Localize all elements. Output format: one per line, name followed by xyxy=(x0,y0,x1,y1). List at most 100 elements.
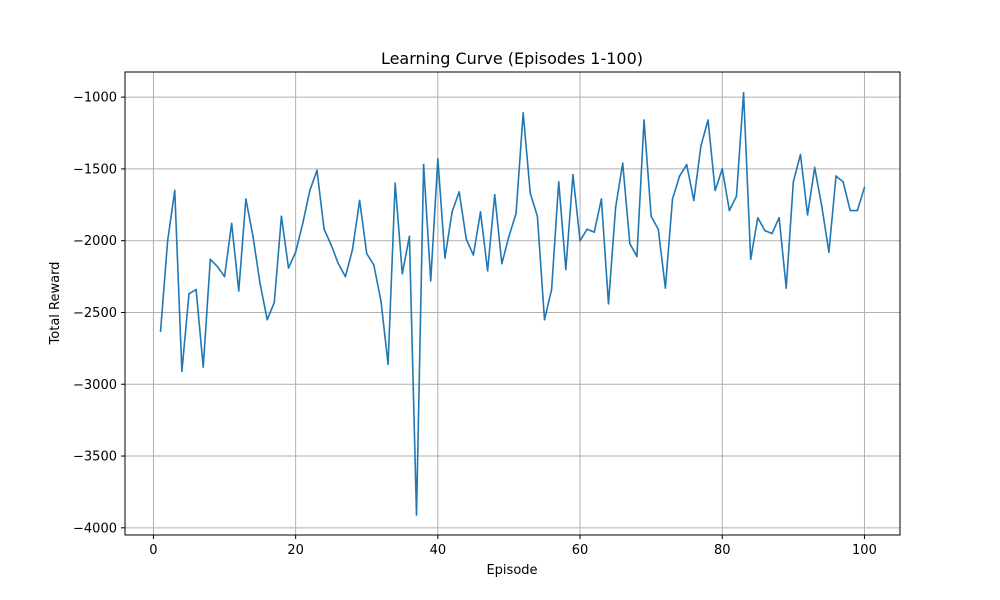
data-point xyxy=(337,262,340,265)
y-tick-label: −2000 xyxy=(73,234,117,249)
data-point xyxy=(785,287,788,289)
data-point xyxy=(714,189,716,192)
data-point xyxy=(721,168,724,170)
data-point xyxy=(799,153,802,156)
data-point xyxy=(664,287,667,289)
data-point xyxy=(195,288,197,291)
x-tick-label: 40 xyxy=(430,543,447,558)
data-point xyxy=(742,92,745,94)
y-tick-label: −1500 xyxy=(73,162,117,177)
data-point xyxy=(273,301,276,304)
x-tick-label: 100 xyxy=(852,543,877,558)
data-point xyxy=(316,169,318,172)
data-point xyxy=(586,228,588,230)
data-point xyxy=(707,119,709,121)
data-point xyxy=(408,235,411,238)
data-point xyxy=(572,173,574,176)
data-point xyxy=(849,209,852,212)
data-point xyxy=(280,215,283,218)
data-point xyxy=(415,514,418,516)
data-point xyxy=(579,239,581,242)
data-point xyxy=(422,163,425,166)
data-point xyxy=(749,258,752,261)
data-point xyxy=(806,214,809,216)
data-point xyxy=(465,238,468,241)
data-point xyxy=(358,199,361,202)
data-point xyxy=(543,318,546,321)
x-tick-label: 20 xyxy=(287,543,304,558)
y-tick-label: −3000 xyxy=(73,378,117,393)
data-point xyxy=(820,205,823,208)
data-point xyxy=(387,363,389,365)
data-point xyxy=(522,112,524,114)
data-point xyxy=(202,366,205,368)
data-point xyxy=(323,228,325,230)
data-point xyxy=(380,300,382,302)
data-point xyxy=(252,235,254,238)
y-tick-label: −1000 xyxy=(73,91,117,106)
data-point xyxy=(700,145,702,147)
data-point xyxy=(636,255,638,258)
data-point xyxy=(223,275,226,278)
data-point xyxy=(757,216,759,219)
data-point xyxy=(259,282,261,285)
data-point xyxy=(230,222,233,225)
data-point xyxy=(166,239,169,242)
data-point xyxy=(216,265,219,268)
x-axis: 0 20 40 60 80 100 xyxy=(149,535,877,558)
data-point xyxy=(764,229,766,232)
data-point xyxy=(813,166,816,169)
data-point xyxy=(159,330,162,332)
data-point xyxy=(863,186,866,189)
data-point xyxy=(330,244,332,246)
data-point xyxy=(515,212,517,215)
data-point xyxy=(401,272,404,275)
data-point xyxy=(771,232,773,235)
data-point xyxy=(301,222,304,225)
data-point xyxy=(678,175,681,177)
data-point xyxy=(565,268,567,271)
y-tick-label: −4000 xyxy=(73,521,117,536)
data-point xyxy=(266,318,269,321)
data-point xyxy=(451,211,453,213)
data-point xyxy=(657,228,660,230)
y-tick-label: −2500 xyxy=(73,306,117,321)
data-point xyxy=(614,206,617,209)
data-point xyxy=(650,215,652,218)
y-axis: −4000 −3500 −3000 −2500 −2000 −1500 −1000 xyxy=(73,91,125,536)
data-point xyxy=(600,198,603,200)
data-point xyxy=(643,119,645,121)
data-point xyxy=(365,252,368,255)
data-point xyxy=(828,251,830,253)
x-axis-label: Episode xyxy=(486,563,537,578)
data-point xyxy=(245,198,247,200)
plot-area xyxy=(159,92,866,516)
x-tick-label: 60 xyxy=(572,543,589,558)
data-point xyxy=(394,182,396,185)
data-point xyxy=(287,267,290,269)
data-point xyxy=(835,175,837,177)
data-point xyxy=(735,195,738,197)
data-point xyxy=(479,211,482,213)
data-point xyxy=(593,231,596,233)
data-point xyxy=(501,262,503,265)
data-point xyxy=(472,254,475,256)
data-point xyxy=(294,251,297,253)
data-point xyxy=(536,215,539,218)
data-point xyxy=(486,270,489,272)
data-point xyxy=(550,288,553,291)
data-point xyxy=(621,162,624,164)
data-point xyxy=(607,303,610,305)
y-tick-label: −3500 xyxy=(73,450,117,465)
data-point xyxy=(351,248,354,251)
data-point xyxy=(188,293,190,295)
data-point xyxy=(778,216,780,219)
data-point xyxy=(458,191,460,193)
data-point xyxy=(237,290,240,292)
data-point xyxy=(842,181,844,183)
y-axis-label: Total Reward xyxy=(48,262,63,346)
data-point xyxy=(508,235,510,238)
data-point xyxy=(493,193,496,196)
